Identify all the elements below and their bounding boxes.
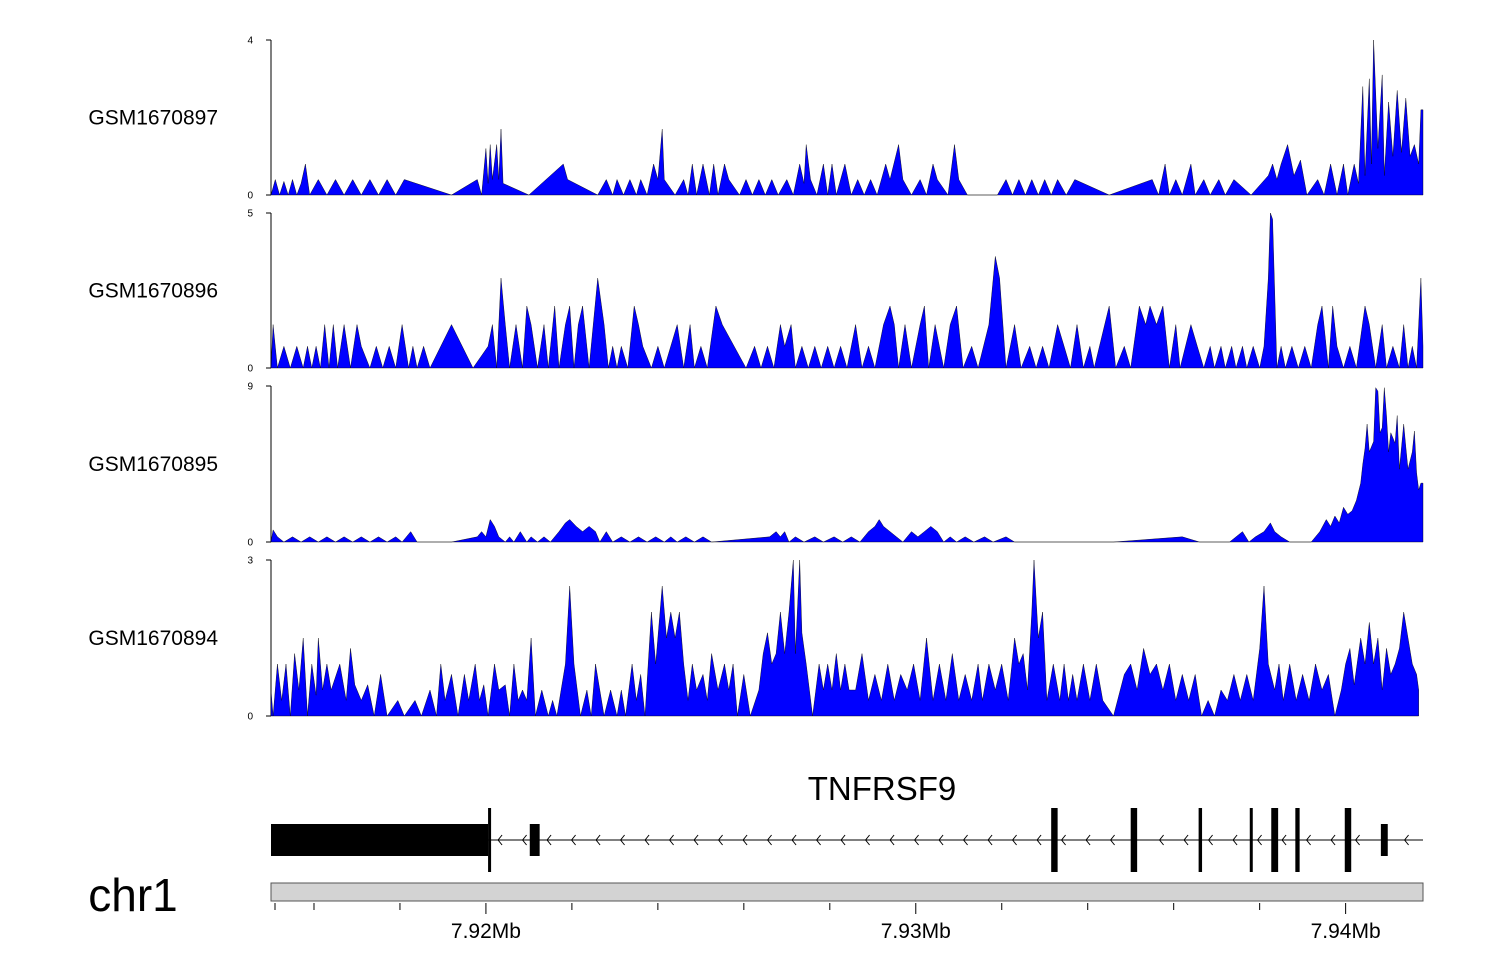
strand-arrow (1281, 834, 1287, 846)
track-label: GSM1670896 (88, 280, 218, 303)
gene-utr-block (271, 824, 489, 856)
strand-arrow (889, 834, 895, 846)
gene-exon (1198, 808, 1203, 872)
strand-arrow (1085, 834, 1091, 846)
strand-arrow (717, 834, 723, 846)
strand-arrow (1354, 834, 1360, 846)
track-GSM1670896: GSM1670896 5 0 (88, 209, 1424, 375)
strand-arrow (815, 834, 821, 846)
strand-arrow (913, 834, 919, 846)
strand-arrow (1207, 834, 1213, 846)
strand-arrow (1305, 834, 1311, 846)
track-GSM1670897: GSM1670897 4 0 (88, 36, 1424, 202)
strand-arrow (668, 834, 674, 846)
signal-area (270, 559, 1419, 717)
y-tick-label-zero: 0 (247, 538, 253, 549)
strand-arrow (546, 834, 552, 846)
strand-arrow (742, 834, 748, 846)
gene-exon (1295, 808, 1300, 872)
track-label: GSM1670894 (88, 627, 218, 650)
gene-exon (1249, 808, 1253, 872)
strand-arrow (766, 834, 772, 846)
strand-arrow (570, 834, 576, 846)
data-tracks: GSM167089740GSM167089650GSM167089590GSM1… (88, 36, 1424, 723)
gene-exon (488, 808, 492, 872)
strand-arrow (1183, 834, 1189, 846)
x-tick-label: 7.94Mb (1311, 920, 1381, 943)
gene-model-track: TNFRSF9 (271, 770, 1423, 872)
track-label: GSM1670895 (88, 453, 218, 476)
x-tick-label: 7.93Mb (881, 920, 951, 943)
strand-arrow (1036, 834, 1042, 846)
strand-arrow (987, 834, 993, 846)
gene-name-label: TNFRSF9 (808, 770, 957, 807)
strand-arrow (521, 834, 527, 846)
strand-arrow (1256, 834, 1262, 846)
strand-arrow (1060, 834, 1066, 846)
strand-arrow (1403, 834, 1409, 846)
signal-area (270, 39, 1424, 196)
y-tick-label-zero: 0 (247, 364, 253, 375)
y-tick-label-max: 9 (247, 382, 253, 393)
y-tick-label-zero: 0 (247, 191, 253, 202)
track-GSM1670894: GSM1670894 3 0 (88, 556, 1419, 723)
strand-arrow (1011, 834, 1017, 846)
strand-arrow (1158, 834, 1164, 846)
strand-arrow (595, 834, 601, 846)
y-tick-label-max: 5 (247, 209, 253, 220)
signal-area (270, 212, 1424, 369)
x-tick-label: 7.92Mb (451, 920, 521, 943)
strand-arrow (840, 834, 846, 846)
y-tick-label-max: 3 (247, 556, 253, 567)
y-tick-label-zero: 0 (247, 712, 253, 723)
track-GSM1670895: GSM1670895 9 0 (88, 382, 1424, 549)
strand-arrow (938, 834, 944, 846)
chromosome-ideogram (270, 882, 1424, 902)
gene-exon (529, 824, 540, 856)
strand-arrow (791, 834, 797, 846)
strand-arrow (693, 834, 699, 846)
gene-exon (1051, 808, 1058, 872)
y-tick-label-max: 4 (247, 36, 253, 47)
genome-axis-track: chr1 7.92Mb 7.93Mb 7.94Mb (88, 869, 1424, 943)
strand-arrow (864, 834, 870, 846)
gene-exon (1380, 824, 1388, 856)
gene-exon (1130, 808, 1138, 872)
chromosome-label: chr1 (88, 869, 177, 921)
gene-exon (1344, 808, 1352, 872)
strand-arrow (619, 834, 625, 846)
strand-arrow (962, 834, 968, 846)
strand-arrow (1232, 834, 1238, 846)
strand-arrow (1330, 834, 1336, 846)
track-label: GSM1670897 (88, 107, 218, 130)
strand-arrow (644, 834, 650, 846)
signal-area (270, 387, 1424, 543)
strand-arrow (1109, 834, 1115, 846)
strand-arrow (497, 834, 503, 846)
gene-exon (1271, 808, 1279, 872)
